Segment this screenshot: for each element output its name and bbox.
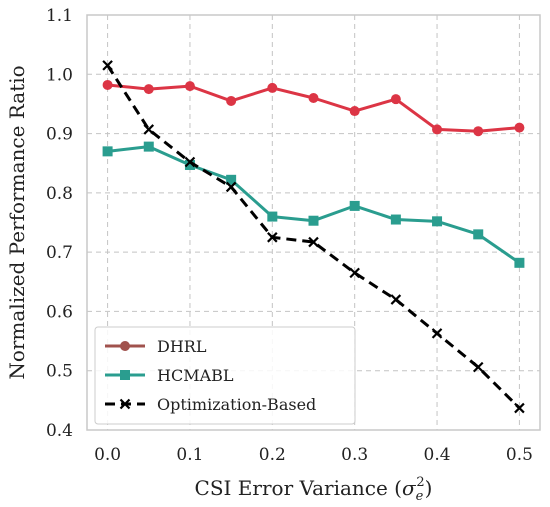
data-point <box>184 159 195 170</box>
data-point <box>102 79 113 90</box>
legend-marker <box>119 398 131 410</box>
data-point <box>431 328 443 339</box>
data-point <box>349 267 360 279</box>
data-point <box>143 141 154 152</box>
x-axis-label: CSI Error Variance (σe2) <box>195 475 433 504</box>
x-axis-label-text: CSI Error Variance ( <box>195 476 402 500</box>
legend-entry: HCMABL <box>105 366 234 385</box>
data-point <box>308 93 319 103</box>
tick-labels: 0.0 0.1 0.2 0.3 0.4 0.5 0.4 0.5 0.6 0.7 0.8 0.9 1.0 1… <box>46 6 533 465</box>
data-point <box>473 229 484 240</box>
legend-entry: DHRL <box>105 337 207 356</box>
y-tick-label: 0.7 <box>46 243 73 263</box>
data-point <box>267 82 278 93</box>
x-tick-label: 0.3 <box>341 445 368 465</box>
data-point <box>184 156 196 168</box>
series-line <box>107 83 520 133</box>
y-tick-label: 1.1 <box>46 6 73 26</box>
y-tick-label: 0.5 <box>46 362 73 382</box>
series-optimization-based <box>102 60 525 414</box>
y-tick-label: 0.4 <box>46 421 73 441</box>
data-point <box>102 60 113 71</box>
x-tick-label: 0.1 <box>176 445 203 465</box>
data-point <box>267 232 278 243</box>
y-tick-label: 1.0 <box>46 65 73 85</box>
legend-marker <box>120 341 130 351</box>
x-tick-label: 0.5 <box>506 445 533 465</box>
x-axis-label-subscript: e <box>416 489 424 504</box>
data-point <box>349 200 360 211</box>
series-line <box>106 64 521 410</box>
data-point <box>473 126 484 137</box>
legend-label: HCMABL <box>157 366 234 385</box>
data-point <box>514 402 525 414</box>
data-point <box>514 122 525 133</box>
x-tick-label: 0.2 <box>259 445 286 465</box>
data-point <box>432 124 443 135</box>
plot-frame <box>86 14 541 431</box>
y-tick-label: 0.8 <box>46 184 73 204</box>
data-point <box>143 124 155 135</box>
series-line <box>107 145 521 265</box>
data-point <box>472 361 484 373</box>
x-tick-label: 0.0 <box>94 445 121 465</box>
series-dhrl <box>102 79 525 137</box>
data-point <box>225 181 237 193</box>
data-point <box>349 106 360 117</box>
x-axis-label-symbol: σ <box>402 476 417 500</box>
data-point <box>390 294 402 305</box>
data-point <box>390 94 401 105</box>
data-point <box>432 216 443 227</box>
legend-label: Optimization-Based <box>157 395 316 414</box>
legend-label: DHRL <box>157 337 207 356</box>
legend-box <box>94 326 356 425</box>
data-point <box>226 174 237 185</box>
y-axis-label: Normalized Performance Ratio <box>5 65 29 379</box>
series-group <box>102 60 525 414</box>
data-point <box>267 211 278 222</box>
series-hcmabl <box>102 141 525 268</box>
data-point <box>514 257 525 268</box>
legend: DHRL HCMABL Optimization-Based <box>94 326 356 425</box>
legend-entry: Optimization-Based <box>105 395 316 414</box>
data-point <box>102 146 113 157</box>
y-tick-label: 0.6 <box>46 302 73 322</box>
data-point <box>143 84 154 95</box>
data-point <box>226 95 237 106</box>
data-point <box>308 215 319 226</box>
data-point <box>390 214 401 225</box>
x-axis-label-close: ) <box>425 476 433 500</box>
data-point <box>308 236 319 248</box>
legend-marker <box>120 370 130 380</box>
x-tick-label: 0.4 <box>424 445 451 465</box>
data-point <box>184 81 195 92</box>
y-tick-label: 0.9 <box>46 125 73 145</box>
x-axis-label-superscript: 2 <box>416 475 424 490</box>
